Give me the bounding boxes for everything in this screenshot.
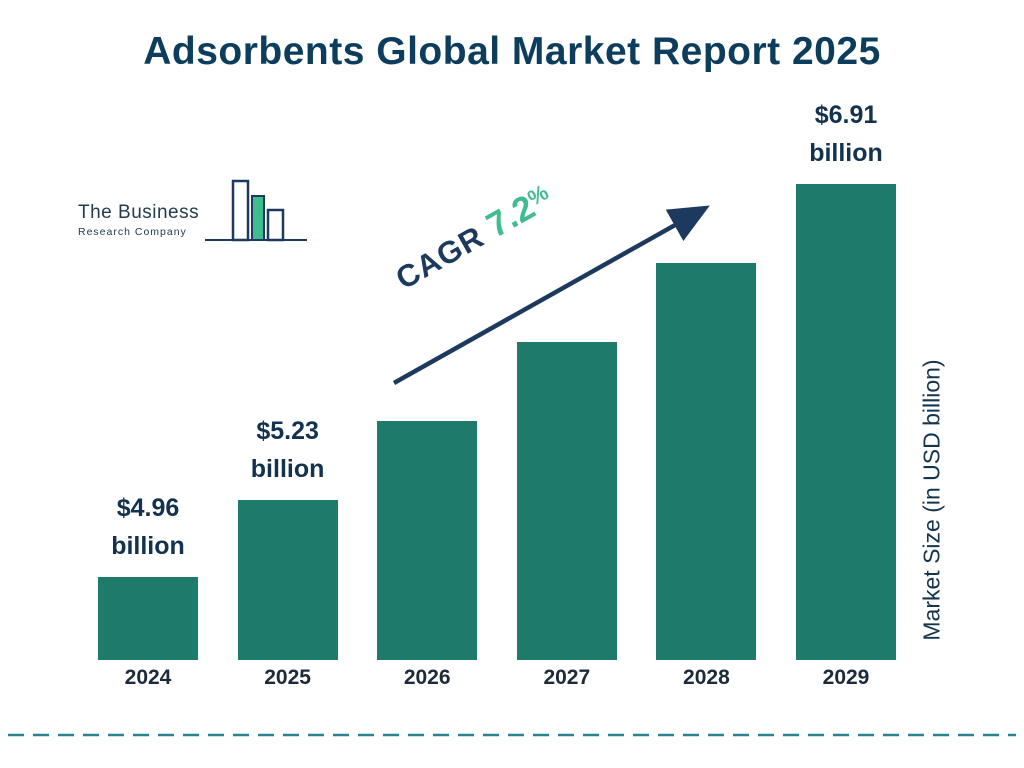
- logo-text-secondary: Research Company: [78, 226, 187, 238]
- bar-2029: [796, 184, 896, 660]
- value-label-2029: $6.91 billion: [756, 96, 936, 172]
- bar-2028: [656, 263, 757, 660]
- company-logo: The Business Research Company: [78, 178, 309, 244]
- logo-barchart-icon: [205, 179, 308, 242]
- value-unit: billion: [250, 455, 325, 483]
- x-tick-label-2029: 2029: [822, 666, 870, 689]
- bar-2024: [98, 577, 198, 660]
- value-label-2024: $4.96 billion: [58, 489, 238, 565]
- value-amount: $6.91: [814, 101, 878, 129]
- bottom-dashed-line: [8, 733, 1016, 737]
- x-tick-label-2026: 2026: [403, 666, 451, 689]
- x-tick-label-2024: 2024: [124, 666, 172, 689]
- value-amount: $4.96: [116, 494, 180, 522]
- logo-text: The Business Research Company: [78, 202, 199, 244]
- value-label-2025: $5.23 billion: [198, 412, 378, 488]
- value-unit: billion: [809, 139, 883, 167]
- logo-text-primary: The Business: [78, 202, 200, 223]
- bar-2026: [377, 421, 478, 660]
- x-tick-label-2027: 2027: [543, 666, 591, 689]
- page-title: Adsorbents Global Market Report 2025: [143, 30, 881, 73]
- value-unit: billion: [111, 532, 185, 560]
- x-tick-label-2025: 2025: [264, 666, 311, 689]
- x-tick-label-2028: 2028: [683, 666, 730, 689]
- y-axis-label: Market Size (in USD billion): [918, 359, 945, 641]
- bar-2025: [237, 500, 338, 660]
- value-amount: $5.23: [256, 417, 319, 445]
- bar-2027: [516, 342, 617, 660]
